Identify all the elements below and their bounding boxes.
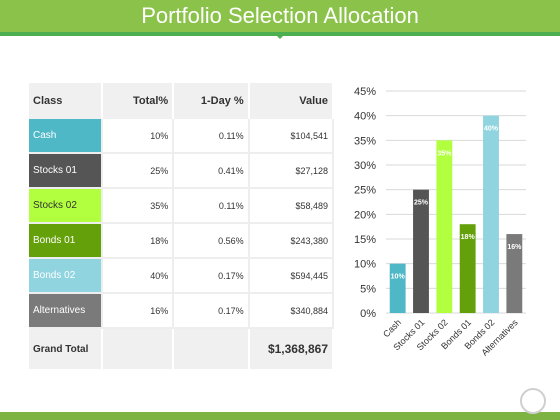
row-day: 0.56% — [173, 223, 250, 259]
y-tick-label: 10% — [354, 259, 376, 271]
bar — [436, 140, 453, 313]
data-label: 35% — [437, 150, 452, 157]
row-total: 16% — [101, 293, 175, 329]
data-label: 40% — [484, 126, 499, 133]
grand-total-empty — [173, 328, 250, 369]
data-label: 18% — [461, 234, 476, 241]
y-tick-label: 35% — [354, 135, 376, 147]
y-tick-label: 15% — [354, 234, 376, 246]
page-title: Portfolio Selection Allocation — [141, 3, 419, 28]
bar — [483, 115, 499, 313]
row-class: Bonds 02 — [29, 258, 103, 294]
row-day: 0.17% — [173, 258, 250, 294]
row-class: Cash — [29, 119, 103, 154]
data-label: 25% — [414, 200, 429, 207]
header-value: Value — [248, 83, 335, 119]
row-class: Stocks 02 — [29, 188, 103, 224]
row-day: 0.11% — [173, 119, 250, 154]
row-class: Stocks 01 — [29, 153, 103, 189]
grand-total-row: Grand Total $1,368,867 — [29, 328, 335, 369]
y-tick-label: 5% — [360, 283, 376, 295]
bar — [506, 234, 523, 313]
footer-bar — [0, 412, 560, 420]
grand-total-empty — [101, 328, 175, 369]
row-value: $243,380 — [248, 223, 335, 259]
title-notch — [273, 32, 287, 39]
row-total: 18% — [101, 223, 175, 259]
row-total: 10% — [101, 119, 175, 154]
header-total: Total% — [101, 83, 175, 119]
y-tick-label: 25% — [354, 185, 376, 197]
row-value: $104,541 — [248, 119, 335, 154]
table-row: Alternatives 16% 0.17% $340,884 — [29, 293, 335, 329]
data-label: 10% — [391, 274, 406, 281]
row-day: 0.41% — [173, 153, 250, 189]
row-class: Alternatives — [29, 293, 103, 329]
slide-nav-circle[interactable] — [520, 388, 546, 414]
table-row: Bonds 01 18% 0.56% $243,380 — [29, 223, 335, 259]
table-row: Bonds 02 40% 0.17% $594,445 — [29, 258, 335, 294]
row-total: 35% — [101, 188, 175, 224]
allocation-table: Class Total% 1-Day % Value Cash 10% 0.11… — [29, 83, 335, 369]
grand-total-value: $1,368,867 — [248, 328, 335, 369]
header-day: 1-Day % — [173, 83, 250, 119]
title-bar — [0, 0, 560, 32]
bar — [389, 263, 406, 313]
row-total: 40% — [101, 258, 175, 294]
y-tick-label: 45% — [354, 86, 376, 98]
row-class: Bonds 01 — [29, 223, 103, 259]
table-row: Stocks 02 35% 0.11% $58,489 — [29, 188, 335, 224]
y-tick-label: 30% — [354, 160, 376, 172]
row-value: $594,445 — [248, 258, 335, 294]
y-tick-label: 20% — [354, 209, 376, 221]
y-tick-label: 0% — [360, 308, 376, 320]
row-total: 25% — [101, 153, 175, 189]
allocation-bar-chart: 0%5%10%15%20%25%30%35%40%45%10%Cash25%St… — [354, 86, 526, 358]
table-row: Cash 10% 0.11% $104,541 — [29, 119, 335, 154]
grand-total-label: Grand Total — [29, 328, 103, 369]
table-header-row: Class Total% 1-Day % Value — [29, 83, 335, 119]
bar — [459, 224, 476, 313]
bar — [413, 189, 429, 313]
row-day: 0.11% — [173, 188, 250, 224]
row-value: $27,128 — [248, 153, 335, 189]
y-tick-label: 40% — [354, 111, 376, 123]
data-label: 16% — [507, 244, 522, 251]
table-row: Stocks 01 25% 0.41% $27,128 — [29, 153, 335, 189]
header-class: Class — [29, 83, 103, 119]
row-value: $58,489 — [248, 188, 335, 224]
row-day: 0.17% — [173, 293, 250, 329]
row-value: $340,884 — [248, 293, 335, 329]
